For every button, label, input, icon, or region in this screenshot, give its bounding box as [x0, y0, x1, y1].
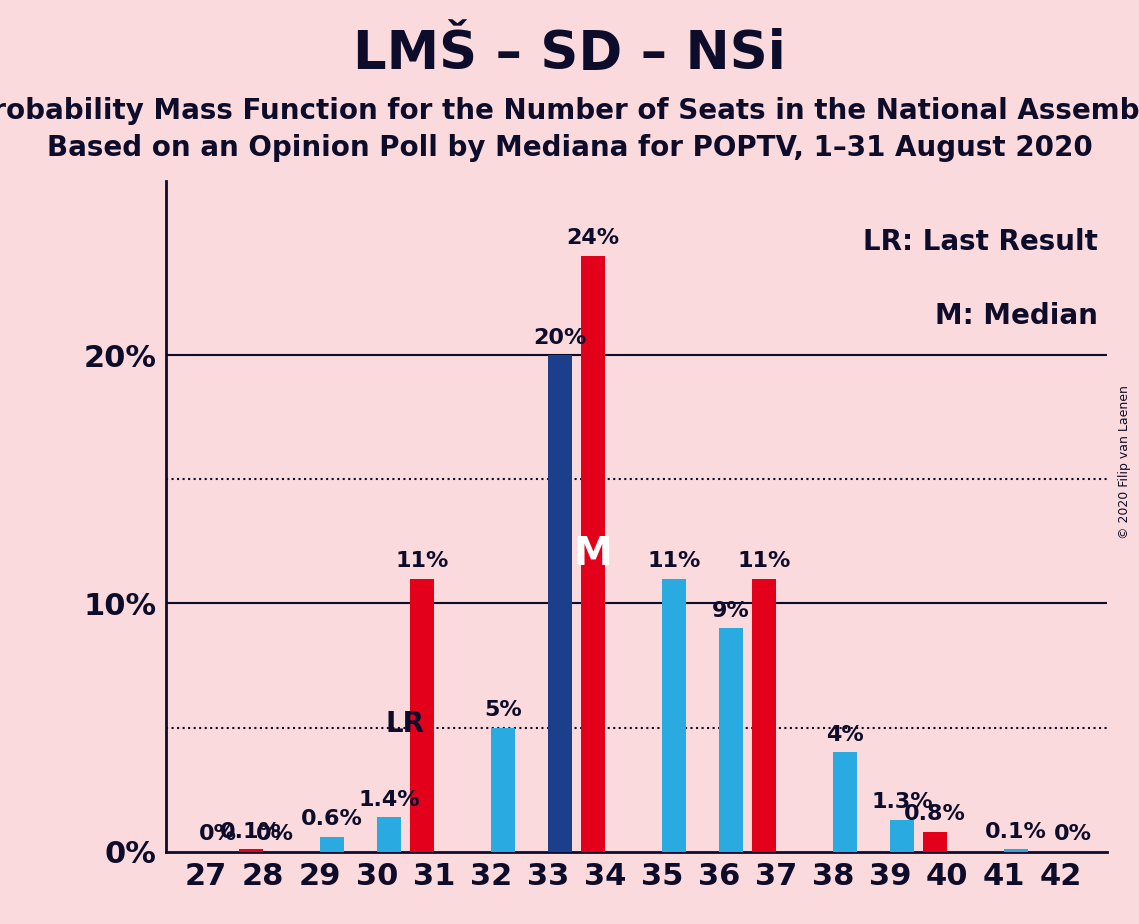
Text: Probability Mass Function for the Number of Seats in the National Assembly: Probability Mass Function for the Number… — [0, 97, 1139, 125]
Text: 20%: 20% — [533, 328, 587, 347]
Text: Based on an Opinion Poll by Mediana for POPTV, 1–31 August 2020: Based on an Opinion Poll by Mediana for … — [47, 134, 1092, 162]
Text: 24%: 24% — [567, 228, 620, 249]
Bar — [752, 578, 777, 852]
Bar — [662, 578, 686, 852]
Bar — [548, 355, 572, 852]
Text: M: Median: M: Median — [935, 302, 1098, 330]
Text: M: M — [574, 535, 613, 573]
Text: 0%: 0% — [199, 824, 237, 845]
Text: LR: LR — [386, 710, 425, 737]
Text: LMŠ – SD – NSi: LMŠ – SD – NSi — [353, 28, 786, 79]
Bar — [834, 752, 858, 852]
Text: 5%: 5% — [484, 700, 522, 720]
Text: 0.1%: 0.1% — [220, 821, 282, 842]
Text: 0.6%: 0.6% — [301, 809, 363, 830]
Bar — [1005, 849, 1029, 852]
Text: 11%: 11% — [738, 552, 790, 571]
Bar — [924, 832, 948, 852]
Text: 11%: 11% — [647, 552, 700, 571]
Text: 0%: 0% — [1055, 824, 1092, 845]
Bar — [377, 817, 401, 852]
Bar — [491, 727, 515, 852]
Bar — [581, 256, 605, 852]
Text: 1.4%: 1.4% — [359, 790, 420, 809]
Text: 1.3%: 1.3% — [871, 792, 933, 812]
Bar — [891, 820, 915, 852]
Bar — [320, 837, 344, 852]
Text: 0.8%: 0.8% — [904, 805, 966, 824]
Text: 9%: 9% — [712, 601, 751, 621]
Text: LR: Last Result: LR: Last Result — [862, 228, 1098, 256]
Text: 4%: 4% — [827, 725, 865, 745]
Bar — [239, 849, 263, 852]
Text: © 2020 Filip van Laenen: © 2020 Filip van Laenen — [1118, 385, 1131, 539]
Text: 11%: 11% — [395, 552, 449, 571]
Bar — [719, 628, 743, 852]
Text: 0%: 0% — [256, 824, 294, 845]
Text: 0.1%: 0.1% — [985, 821, 1047, 842]
Bar — [410, 578, 434, 852]
